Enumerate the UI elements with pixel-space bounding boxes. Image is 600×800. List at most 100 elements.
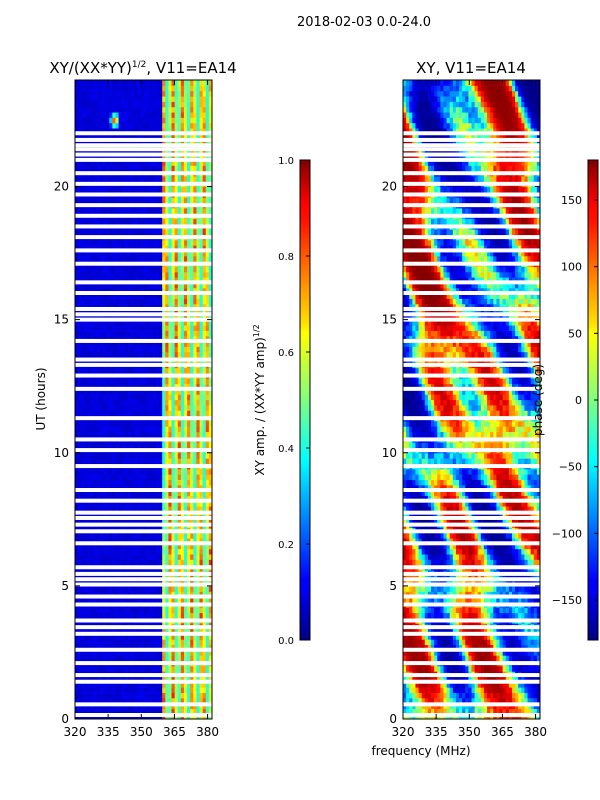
left-heatmap-cell: [109, 378, 113, 385]
left-heatmap-cell: [193, 197, 198, 204]
left-heatmap-cell: [143, 687, 148, 693]
left-heatmap-cell: [127, 266, 132, 273]
left-heatmap-cell: [168, 255, 173, 262]
left-heatmap-cell: [143, 596, 148, 603]
left-heatmap-cell: [187, 378, 191, 385]
left-heatmap-cell: [208, 649, 212, 656]
left-heatmap-cell: [81, 367, 85, 374]
left-heatmap-cell: [159, 585, 163, 592]
left-heatmap-cell: [187, 340, 191, 347]
left-heatmap-cell: [199, 277, 204, 283]
left-heatmap-cell: [183, 383, 188, 390]
left-heatmap-cell: [84, 490, 89, 496]
left-heatmap-cell: [93, 479, 98, 486]
left-heatmap-cell: [103, 633, 107, 640]
left-heatmap-cell: [99, 133, 104, 140]
left-heatmap-cell: [131, 506, 135, 512]
left-heatmap-cell: [124, 197, 129, 204]
left-heatmap-cell: [103, 543, 107, 550]
left-heatmap-cell: [205, 165, 210, 172]
left-heatmap-cell: [180, 287, 185, 294]
left-heatmap-cell: [196, 681, 201, 688]
left-heatmap-cell: [127, 250, 132, 257]
left-heatmap-cell: [99, 207, 104, 214]
left-heatmap-cell: [87, 404, 92, 411]
left-heatmap-cell: [87, 490, 92, 496]
left-heatmap-cell: [84, 293, 89, 299]
left-heatmap-cell: [90, 404, 95, 411]
left-heatmap-cell: [99, 340, 104, 347]
left-heatmap-cell: [78, 596, 82, 603]
left-heatmap-cell: [171, 692, 176, 699]
left-heatmap-cell: [162, 585, 166, 592]
left-heatmap-cell: [112, 165, 117, 172]
left-heatmap-cell: [118, 277, 123, 283]
left-heatmap-cell: [202, 250, 207, 257]
left-heatmap-cell: [96, 591, 101, 598]
left-heatmap-cell: [90, 633, 95, 640]
left-heatmap-cell: [124, 404, 129, 411]
left-heatmap-cell: [124, 133, 129, 140]
left-heatmap-cell: [87, 165, 92, 172]
left-heatmap-cell: [193, 490, 198, 496]
left-heatmap-cell: [190, 537, 194, 544]
left-heatmap-cell: [87, 559, 92, 566]
left-heatmap-cell: [171, 388, 176, 395]
left-heatmap-cell: [193, 495, 198, 502]
left-heatmap-cell: [205, 298, 210, 305]
left-heatmap-cell: [159, 495, 163, 502]
left-heatmap-cell: [87, 394, 92, 401]
left-heatmap-cell: [127, 687, 132, 693]
left-heatmap-cell: [115, 490, 120, 496]
left-heatmap-cell: [159, 410, 163, 417]
left-heatmap-cell: [115, 340, 120, 347]
left-heatmap-cell: [205, 644, 210, 651]
left-heatmap-cell: [208, 484, 212, 491]
left-heatmap-cell: [106, 218, 110, 225]
left-heatmap-cell: [199, 559, 204, 566]
left-heatmap-cell: [180, 229, 185, 236]
left-heatmap-cell: [112, 266, 117, 273]
left-heatmap-cell: [162, 537, 166, 544]
left-heatmap-cell: [168, 585, 173, 592]
left-heatmap-cell: [174, 287, 179, 294]
left-heatmap-cell: [149, 239, 154, 246]
left-heatmap-cell: [106, 426, 110, 433]
left-heatmap-cell: [205, 186, 210, 193]
left-heatmap-cell: [171, 639, 176, 646]
left-heatmap-cell: [93, 431, 98, 438]
left-heatmap-cell: [149, 399, 154, 406]
left-heatmap-cell: [174, 319, 179, 326]
left-heatmap-cell: [208, 665, 212, 672]
left-heatmap-cell: [149, 607, 154, 614]
left-heatmap-cell: [187, 692, 191, 699]
left-heatmap-cell: [140, 420, 145, 427]
left-heatmap-cell: [159, 681, 163, 688]
left-heatmap-cell: [208, 207, 212, 214]
left-heatmap-cell: [202, 532, 207, 539]
left-heatmap-cell: [168, 681, 173, 688]
left-heatmap-cell: [118, 378, 123, 385]
left-heatmap-cell: [124, 495, 129, 502]
left-heatmap-cell: [143, 149, 148, 156]
left-heatmap-cell: [183, 287, 188, 294]
left-heatmap-cell: [205, 596, 210, 603]
left-heatmap-cell: [168, 452, 173, 459]
left-heatmap-cell: [137, 165, 141, 172]
left-heatmap-cell: [190, 197, 194, 204]
left-heatmap-cell: [109, 293, 113, 299]
left-heatmap-cell: [205, 410, 210, 417]
left-heatmap-cell: [171, 277, 176, 283]
left-heatmap-cell: [109, 383, 113, 390]
left-heatmap-cell: [96, 245, 101, 251]
left-heatmap-cell: [112, 468, 117, 475]
left-heatmap-cell: [165, 537, 170, 544]
left-heatmap-cell: [199, 585, 204, 592]
left-heatmap-cell: [131, 175, 135, 182]
left-heatmap-cell: [177, 245, 182, 251]
left-heatmap-cell: [196, 149, 201, 156]
left-heatmap-cell: [152, 346, 157, 353]
left-heatmap-cell: [174, 154, 179, 161]
left-heatmap-cell: [112, 399, 117, 406]
left-heatmap-cell: [131, 149, 135, 156]
